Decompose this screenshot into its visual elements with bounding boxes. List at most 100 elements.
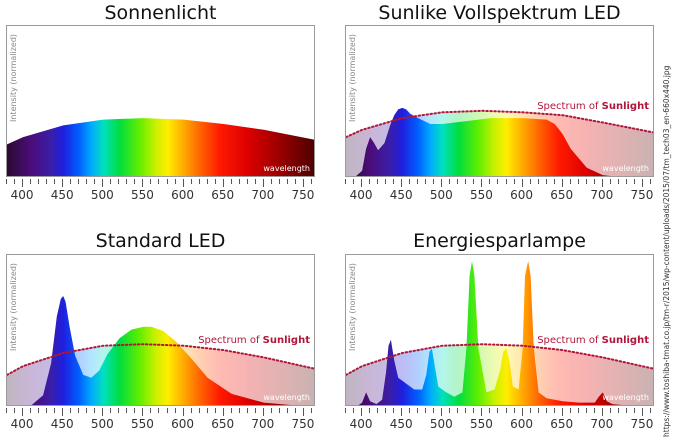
x-tick-label: 500 (429, 188, 453, 202)
major-tick (561, 179, 563, 187)
minor-tick (78, 408, 80, 413)
minor-tick (497, 408, 499, 413)
minor-tick (497, 179, 499, 184)
minor-tick (174, 179, 176, 184)
minor-tick (6, 408, 7, 413)
minor-tick (38, 179, 40, 184)
spectrum-plot (7, 118, 314, 176)
minor-tick (158, 408, 160, 413)
minor-tick (14, 408, 16, 413)
minor-tick (206, 179, 208, 184)
minor-tick (310, 179, 312, 184)
x-tick-label: 500 (90, 417, 114, 431)
x-tick-label: 650 (211, 188, 235, 202)
x-tick-label: 750 (630, 417, 654, 431)
x-tick-label: 400 (349, 417, 373, 431)
minor-tick (126, 179, 128, 184)
major-tick (222, 179, 224, 187)
major-tick (481, 408, 483, 416)
minor-tick (537, 408, 539, 413)
minor-tick (174, 408, 176, 413)
minor-tick (345, 179, 346, 184)
minor-tick (545, 408, 547, 413)
spectrum-area (7, 118, 314, 176)
major-tick (401, 179, 403, 187)
minor-tick (230, 408, 232, 413)
major-tick (361, 179, 363, 187)
x-tick-label: 700 (590, 188, 614, 202)
minor-tick (46, 179, 48, 184)
major-tick (601, 408, 603, 416)
minor-tick (294, 408, 296, 413)
minor-tick (78, 179, 80, 184)
minor-tick (369, 179, 371, 184)
y-axis-label: Intensity (normalized) (9, 262, 18, 351)
sunlight-curve (346, 343, 653, 376)
spectrum-panel: Intensity (normalized) wavelength (6, 25, 315, 177)
sunlight-label-bold: Sunlight (601, 335, 649, 347)
sunlight-label-prefix: Spectrum of (537, 335, 602, 347)
minor-tick (345, 408, 346, 413)
x-tick-label: 600 (510, 417, 534, 431)
minor-tick (609, 179, 611, 184)
sunlight-label-prefix: Spectrum of (537, 100, 602, 112)
minor-tick (190, 179, 192, 184)
minor-tick (198, 179, 200, 184)
x-tick-label: 450 (50, 188, 74, 202)
minor-tick (118, 179, 120, 184)
y-axis-label: Intensity (normalized) (348, 33, 357, 122)
x-tick-label: 700 (251, 417, 275, 431)
x-axis: 400 450 500 550 600 650 700 750 (345, 177, 654, 207)
minor-tick (110, 179, 112, 184)
minor-tick (633, 179, 635, 184)
major-tick (441, 179, 443, 187)
minor-tick (286, 408, 288, 413)
x-tick-label: 550 (469, 188, 493, 202)
spectrum-area (358, 261, 622, 405)
x-tick-label: 400 (10, 417, 34, 431)
minor-tick (409, 179, 411, 184)
spectrum-area (356, 107, 611, 176)
x-tick-label: 600 (171, 417, 195, 431)
minor-tick (118, 408, 120, 413)
minor-tick (214, 179, 216, 184)
minor-tick (625, 179, 627, 184)
y-axis-label: Intensity (normalized) (9, 33, 18, 122)
minor-tick (369, 408, 371, 413)
minor-tick (254, 179, 256, 184)
x-tick-label: 600 (510, 188, 534, 202)
minor-tick (625, 408, 627, 413)
minor-tick (553, 179, 555, 184)
x-axis: 400 450 500 550 600 650 700 750 (6, 406, 315, 436)
minor-tick (286, 179, 288, 184)
minor-tick (6, 179, 7, 184)
chart-title: Sonnenlicht (104, 2, 217, 24)
minor-tick (417, 408, 419, 413)
minor-tick (505, 408, 507, 413)
x-tick-label: 550 (130, 417, 154, 431)
minor-tick (270, 408, 272, 413)
sunlight-label: Spectrum of Sunlight (198, 335, 310, 346)
x-tick-label: 750 (291, 417, 315, 431)
major-tick (62, 179, 64, 187)
minor-tick (449, 179, 451, 184)
minor-tick (150, 179, 152, 184)
x-tick-label: 400 (349, 188, 373, 202)
minor-tick (86, 179, 88, 184)
minor-tick (70, 179, 72, 184)
minor-tick (238, 408, 240, 413)
x-tick-label: 550 (469, 417, 493, 431)
major-tick (182, 408, 184, 416)
sunlight-label-bold: Sunlight (601, 100, 649, 112)
minor-tick (198, 408, 200, 413)
minor-tick (593, 179, 595, 184)
minor-tick (409, 408, 411, 413)
major-tick (521, 408, 523, 416)
minor-tick (569, 179, 571, 184)
spectrum-panel: Intensity (normalized) wavelength Spectrum… (345, 25, 654, 177)
minor-tick (417, 179, 419, 184)
minor-tick (150, 408, 152, 413)
major-tick (142, 179, 144, 187)
wavelength-label: wavelength (602, 393, 649, 402)
minor-tick (649, 179, 651, 184)
